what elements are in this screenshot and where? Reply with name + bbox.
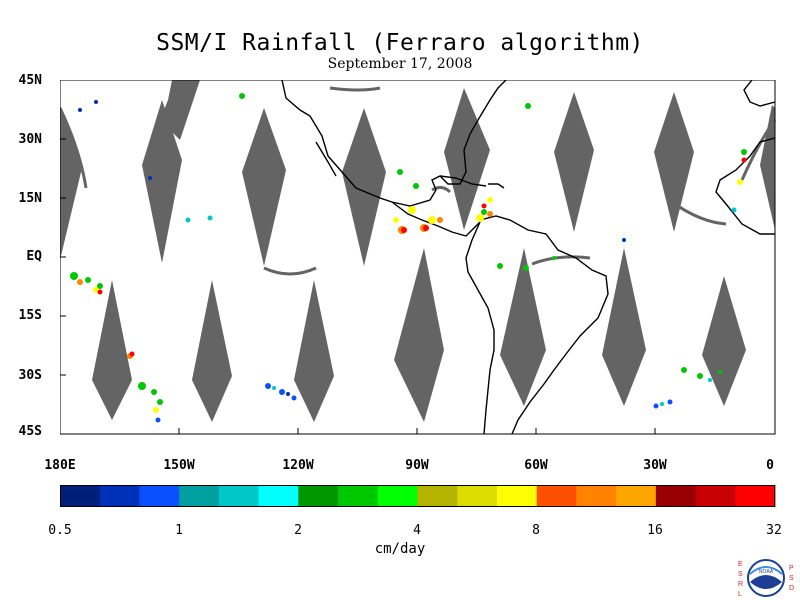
colorbar-swatch bbox=[655, 485, 697, 507]
lon-label: 180E bbox=[44, 458, 76, 473]
colorbar-tick-label: 8 bbox=[532, 523, 540, 538]
lat-label: 15S bbox=[18, 308, 42, 323]
colorbar-swatch bbox=[60, 485, 101, 507]
svg-text:S: S bbox=[738, 571, 743, 578]
colorbar-swatch bbox=[735, 485, 776, 507]
svg-text:R: R bbox=[738, 581, 743, 588]
svg-text:D: D bbox=[789, 585, 794, 592]
colorbar-frame bbox=[60, 485, 775, 507]
lat-label: EQ bbox=[26, 249, 42, 264]
swath-gap bbox=[142, 100, 182, 263]
swath-gap bbox=[394, 248, 444, 422]
swath-edge-arcs bbox=[60, 86, 776, 276]
colorbar-swatch bbox=[457, 485, 498, 507]
swath-gap bbox=[60, 105, 82, 260]
swath-gap bbox=[242, 108, 286, 266]
swath-gap bbox=[92, 280, 132, 420]
lon-label: 120W bbox=[282, 458, 314, 473]
cuba-coast bbox=[439, 175, 487, 187]
south-america-west-coast bbox=[465, 221, 495, 435]
gulf-of-california bbox=[315, 141, 337, 177]
swath-gap bbox=[444, 88, 490, 230]
colorbar-swatch bbox=[99, 485, 140, 507]
swath-gap bbox=[342, 108, 386, 266]
colorbar-swatch bbox=[616, 485, 657, 507]
svg-text:NOAA: NOAA bbox=[759, 569, 774, 575]
colorbar-swatch bbox=[496, 485, 538, 507]
swath-gap bbox=[702, 276, 746, 406]
colorbar bbox=[60, 485, 776, 507]
swath-gap bbox=[760, 105, 775, 230]
noaa-esrl-psd-logo: NOAA E S R L P S D bbox=[738, 559, 794, 598]
colorbar-swatch bbox=[298, 485, 339, 507]
south-america-coast bbox=[479, 215, 609, 435]
colorbar-swatch bbox=[536, 485, 577, 507]
colorbar-tick-label: 32 bbox=[766, 523, 782, 538]
colorbar-tick-label: 1 bbox=[175, 523, 183, 538]
colorbar-tick-label: 16 bbox=[647, 523, 663, 538]
lat-label: 45S bbox=[18, 424, 42, 439]
colorbar-swatch bbox=[576, 485, 617, 507]
colorbar-units: cm/day bbox=[374, 541, 426, 557]
axis-ticks bbox=[60, 80, 776, 435]
north-america-coast bbox=[281, 80, 507, 207]
colorbar-swatch bbox=[218, 485, 260, 507]
coastlines bbox=[281, 80, 776, 435]
swath-gap bbox=[160, 80, 200, 140]
colorbar-swatch bbox=[377, 485, 418, 507]
lon-label: 90W bbox=[405, 458, 429, 473]
swath-gap bbox=[554, 92, 594, 232]
lon-label: 60W bbox=[524, 458, 548, 473]
colorbar-tick-label: 4 bbox=[413, 523, 421, 538]
map-title: SSM/I Rainfall (Ferraro algorithm) bbox=[156, 30, 644, 56]
lon-label: 150W bbox=[163, 458, 195, 473]
lat-label: 30N bbox=[18, 132, 42, 147]
colorbar-tick-label: 0.5 bbox=[48, 523, 72, 538]
swath-gaps bbox=[60, 80, 775, 422]
colorbar-swatch bbox=[695, 485, 736, 507]
colorbar-swatch bbox=[417, 485, 458, 507]
rain-blobs bbox=[70, 93, 747, 423]
colorbar-swatch bbox=[338, 485, 379, 507]
hispaniola-coast bbox=[488, 183, 505, 189]
africa-coast bbox=[715, 137, 776, 235]
map-date: September 17, 2008 bbox=[327, 56, 473, 72]
swath-gap bbox=[294, 280, 334, 422]
svg-text:E: E bbox=[738, 561, 743, 568]
colorbar-swatch bbox=[258, 485, 299, 507]
colorbar-swatch bbox=[179, 485, 220, 507]
colorbar-swatch bbox=[139, 485, 180, 507]
rainfall-map bbox=[60, 80, 776, 435]
swath-gap bbox=[654, 92, 694, 232]
swath-gap bbox=[192, 280, 232, 422]
lat-label: 15N bbox=[18, 191, 42, 206]
colorbar-tick-label: 2 bbox=[294, 523, 302, 538]
central-america-coast bbox=[391, 201, 481, 237]
swath-gap bbox=[602, 248, 646, 406]
svg-text:S: S bbox=[789, 575, 794, 582]
lon-label: 0 bbox=[766, 458, 774, 473]
lat-label: 30S bbox=[18, 368, 42, 383]
svg-text:L: L bbox=[738, 591, 742, 598]
iberia-coast bbox=[743, 80, 776, 107]
svg-text:P: P bbox=[789, 565, 794, 572]
lat-label: 45N bbox=[18, 73, 42, 88]
swath-gap bbox=[500, 248, 546, 406]
lon-label: 30W bbox=[643, 458, 667, 473]
